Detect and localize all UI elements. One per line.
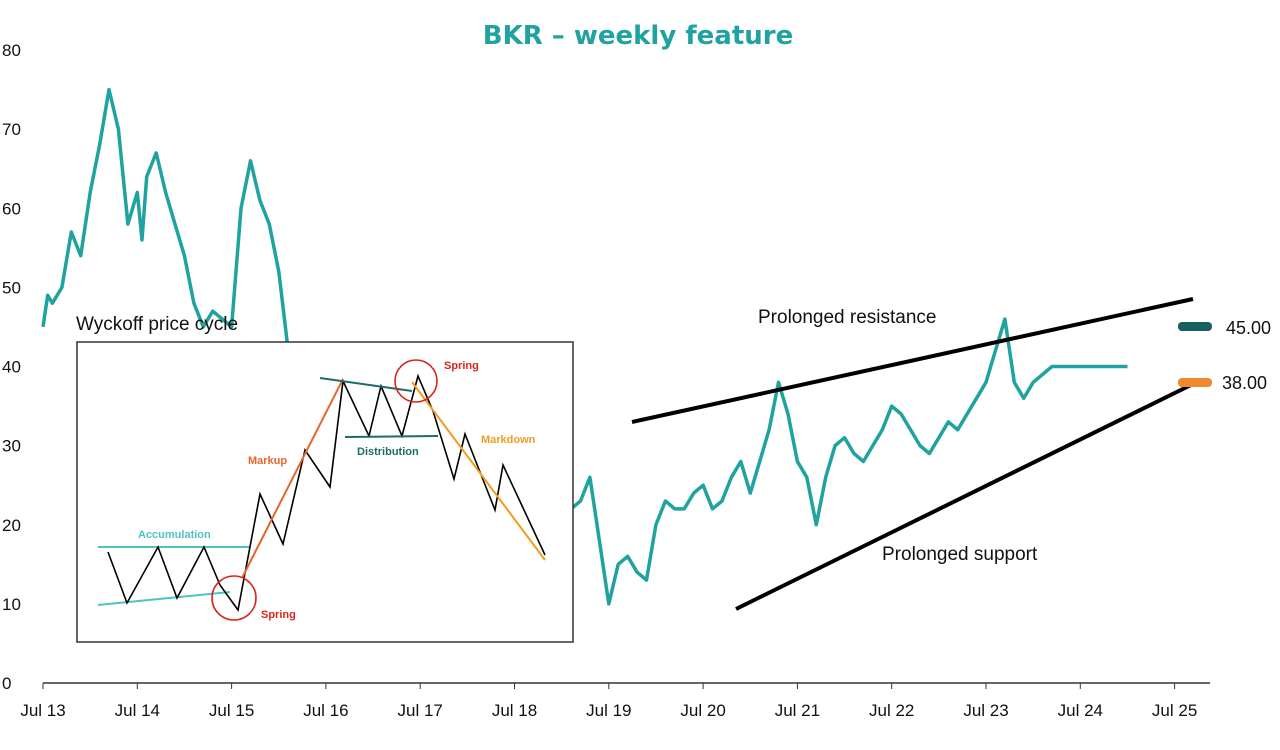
y-tick-label: 20 bbox=[2, 516, 21, 535]
y-tick-label: 80 bbox=[2, 41, 21, 60]
x-tick-label: Jul 17 bbox=[398, 701, 443, 720]
x-tick-label: Jul 20 bbox=[680, 701, 725, 720]
markdown-line bbox=[411, 381, 546, 561]
x-tick-label: Jul 25 bbox=[1152, 701, 1197, 720]
accumulation-label: Accumulation bbox=[138, 529, 211, 541]
inset-frame bbox=[76, 341, 574, 643]
x-tick-label: Jul 19 bbox=[586, 701, 631, 720]
wyckoff-inset: Accumulation Spring Markup Distribution … bbox=[76, 341, 574, 643]
accumulation-bottom-line bbox=[97, 591, 231, 606]
spring-high-circle bbox=[394, 359, 438, 403]
resistance-level-label: 45.00 bbox=[1226, 318, 1271, 338]
x-tick-label: Jul 22 bbox=[869, 701, 914, 720]
inset-title: Wyckoff price cycle bbox=[76, 314, 238, 335]
x-tick-label: Jul 15 bbox=[209, 701, 254, 720]
x-tick-label: Jul 21 bbox=[775, 701, 820, 720]
support-level-label: 38.00 bbox=[1222, 373, 1267, 393]
x-tick-label: Jul 23 bbox=[963, 701, 1008, 720]
x-tick-label: Jul 16 bbox=[303, 701, 348, 720]
spring-high-label: Spring bbox=[444, 360, 479, 372]
chart-title: BKR – weekly feature bbox=[483, 21, 793, 51]
support-label: Prolonged support bbox=[882, 544, 1038, 565]
x-tick-label: Jul 24 bbox=[1058, 701, 1103, 720]
y-tick-label: 70 bbox=[2, 120, 21, 139]
y-tick-label: 10 bbox=[2, 595, 21, 614]
resistance-label: Prolonged resistance bbox=[758, 307, 937, 328]
y-tick-label: 40 bbox=[2, 358, 21, 377]
distribution-bottom-line bbox=[344, 435, 439, 438]
y-tick-label: 60 bbox=[2, 199, 21, 218]
x-tick-label: Jul 18 bbox=[492, 701, 537, 720]
support-level-marker bbox=[1178, 378, 1212, 387]
x-tick-label: Jul 13 bbox=[20, 701, 65, 720]
y-axis: 0 10 20 30 40 50 60 70 80 bbox=[2, 41, 21, 693]
spring-low-circle bbox=[211, 575, 257, 621]
spring-low-label: Spring bbox=[261, 609, 296, 621]
resistance-level-marker bbox=[1178, 322, 1212, 331]
support-trendline bbox=[735, 382, 1194, 611]
markup-line bbox=[241, 378, 344, 579]
y-tick-label: 0 bbox=[2, 674, 11, 693]
x-tick-label: Jul 14 bbox=[115, 701, 160, 720]
resistance-trendline bbox=[631, 297, 1194, 424]
x-axis: Jul 13 Jul 14 Jul 15 Jul 16 Jul 17 Jul 18 Jul … bbox=[20, 682, 1210, 720]
markup-label: Markup bbox=[248, 455, 287, 467]
accumulation-path bbox=[107, 373, 546, 612]
y-tick-label: 50 bbox=[2, 278, 21, 297]
y-tick-label: 30 bbox=[2, 437, 21, 456]
distribution-label: Distribution bbox=[357, 446, 419, 458]
markdown-label: Markdown bbox=[481, 434, 536, 446]
